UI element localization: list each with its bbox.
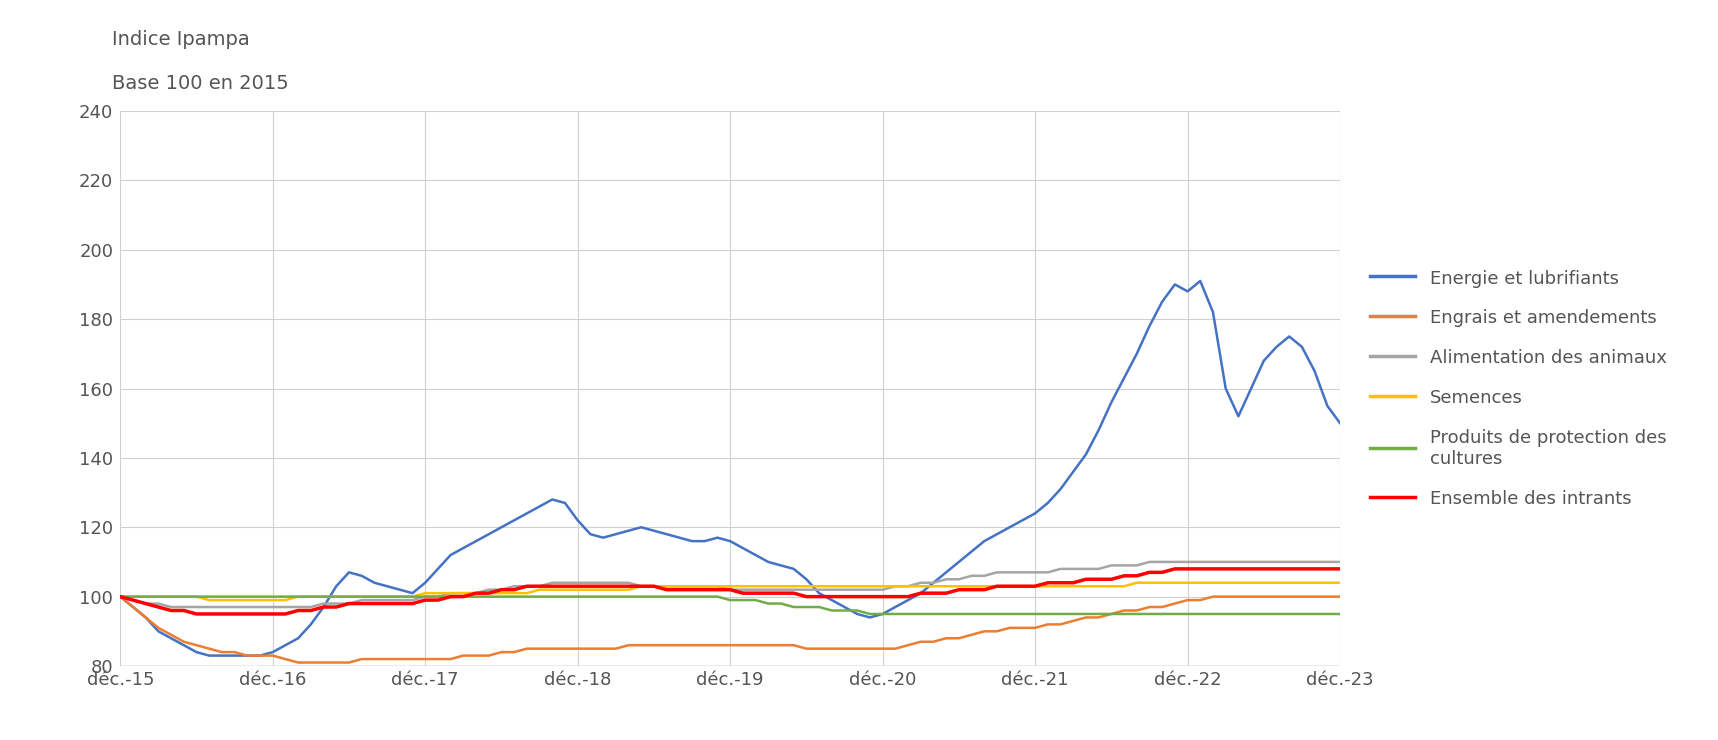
Text: Base 100 en 2015: Base 100 en 2015 [112,74,289,93]
Text: Indice Ipampa: Indice Ipampa [112,30,249,49]
Legend: Energie et lubrifiants, Engrais et amendements, Alimentation des animaux, Semenc: Energie et lubrifiants, Engrais et amend… [1361,260,1675,517]
